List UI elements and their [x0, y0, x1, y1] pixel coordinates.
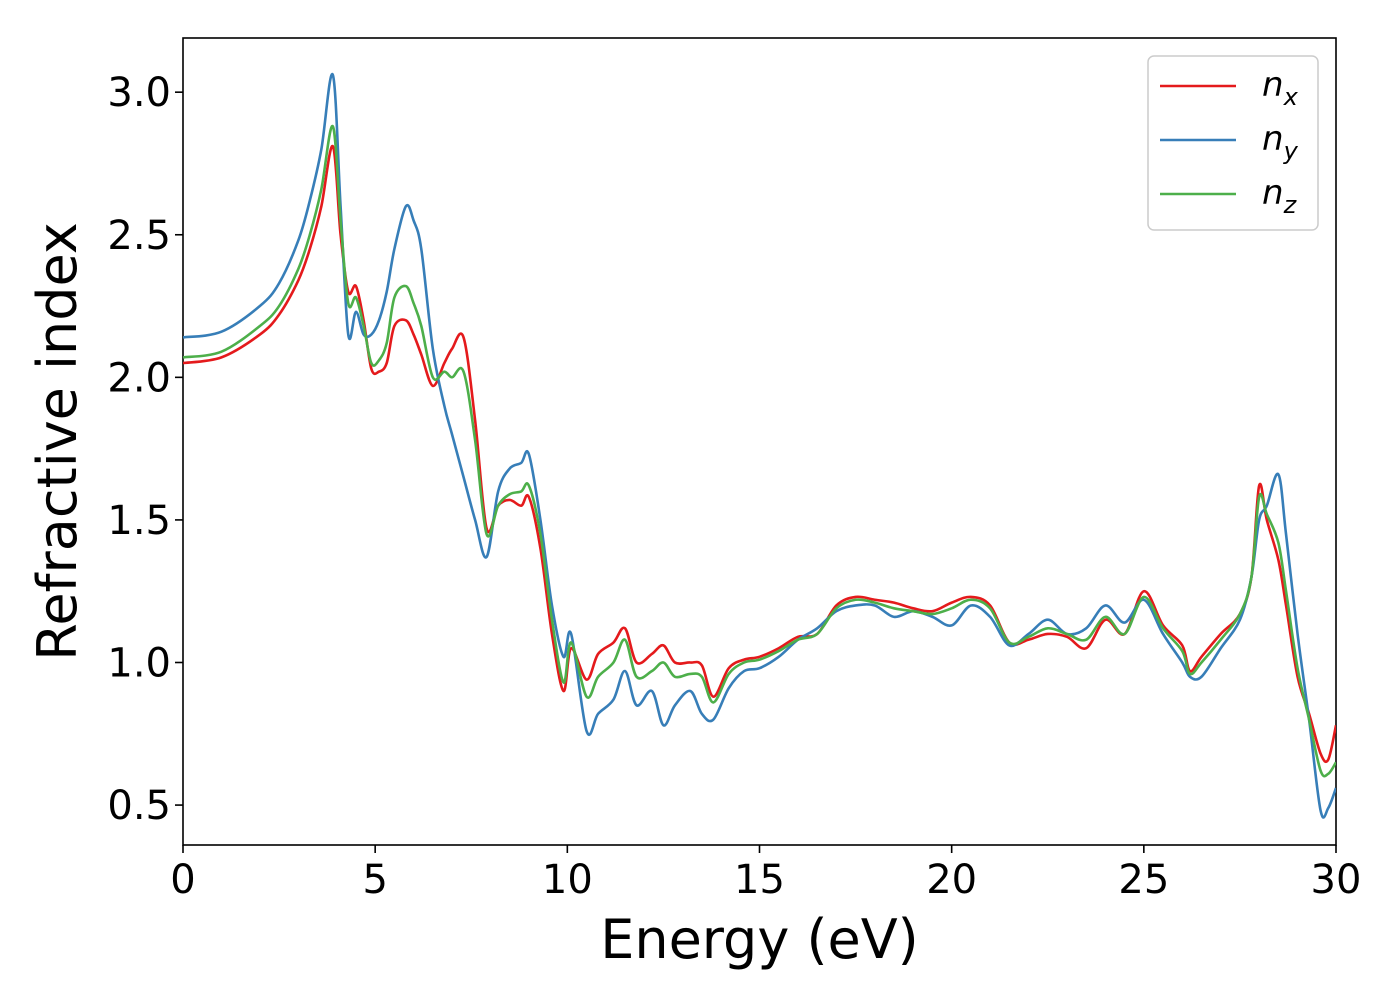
legend-label-base: n: [1262, 65, 1284, 105]
x-tick-label: 15: [734, 857, 785, 903]
x-axis: 0 5 10 15 20 25 30: [170, 845, 1361, 903]
series-line-y: [183, 72, 1336, 819]
legend-label-y: ny: [1262, 119, 1299, 165]
x-tick-label: 30: [1311, 857, 1362, 903]
y-tick-label: 3.0: [107, 70, 171, 116]
x-tick-label: 10: [542, 857, 593, 903]
series-layer: [183, 72, 1336, 819]
x-tick-label: 25: [1118, 857, 1169, 903]
x-tick-label: 5: [362, 857, 387, 903]
y-axis-title: Refractive index: [26, 222, 89, 661]
y-tick-label: 1.5: [107, 498, 171, 544]
x-axis-title: Energy (eV): [600, 908, 919, 971]
legend-label-subscript: y: [1283, 137, 1299, 165]
legend-box: [1147, 55, 1319, 231]
series-line-z: [183, 125, 1336, 778]
y-tick-label: 2.5: [107, 213, 171, 259]
y-axis: 0.5 1.0 1.5 2.0 2.5 3.0: [107, 70, 183, 829]
legend-label-z: nz: [1262, 173, 1298, 219]
legend-label-base: n: [1262, 173, 1284, 213]
legend-label-subscript: x: [1283, 83, 1299, 111]
y-tick-label: 2.0: [107, 355, 171, 401]
legend-label-base: n: [1262, 119, 1284, 159]
x-tick-label: 0: [170, 857, 195, 903]
y-tick-label: 1.0: [107, 640, 171, 686]
legend-label-x: nx: [1262, 65, 1299, 111]
y-tick-label: 0.5: [107, 783, 171, 829]
legend-label-subscript: z: [1283, 191, 1298, 219]
x-tick-label: 20: [926, 857, 977, 903]
